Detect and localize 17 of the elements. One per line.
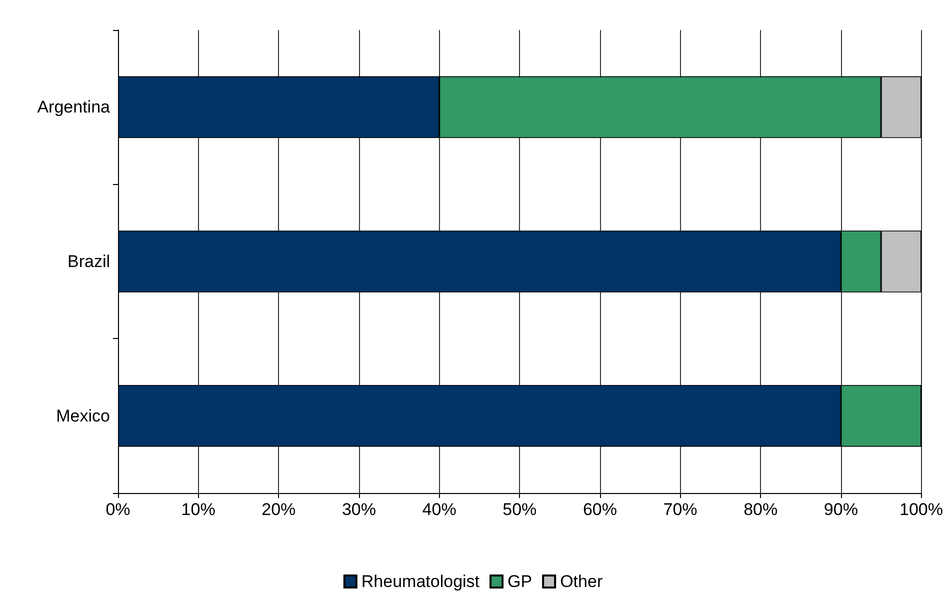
legend-label: Other xyxy=(560,572,603,591)
y-tick-label: Mexico xyxy=(56,406,110,426)
legend-label: Rheumatologist xyxy=(361,572,480,591)
x-tick-label: 50% xyxy=(502,500,537,519)
x-tick-label: 100% xyxy=(900,500,944,519)
x-tick-label: 10% xyxy=(181,500,216,519)
y-tick-label: Brazil xyxy=(67,252,110,271)
x-tick-label: 70% xyxy=(663,500,698,519)
x-tick-label: 30% xyxy=(342,500,376,519)
x-tick-label: 60% xyxy=(582,500,617,519)
x-tick-label: 90% xyxy=(824,500,858,519)
y-tick-label: Argentina xyxy=(37,98,111,117)
x-tick-label: 20% xyxy=(262,500,296,519)
x-tick-label: 0% xyxy=(106,500,130,519)
x-tick-label: 80% xyxy=(744,500,778,519)
x-tick-label: 40% xyxy=(422,500,456,519)
legend-label: GP xyxy=(508,572,532,591)
